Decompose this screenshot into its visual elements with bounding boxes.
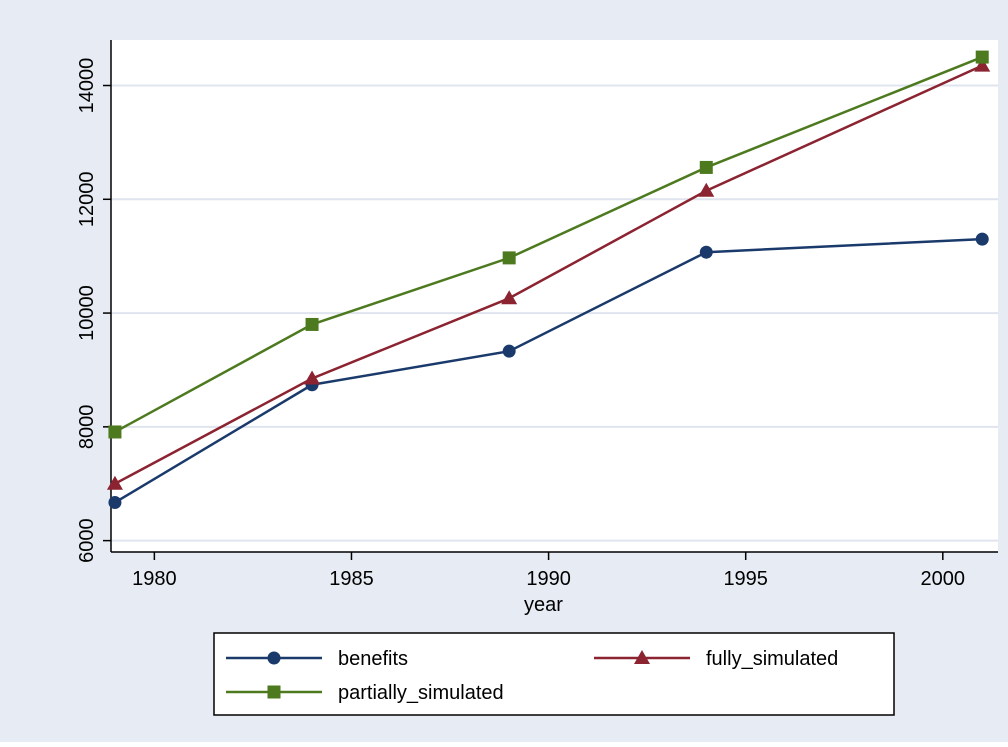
y-tick-label: 14000 [76, 58, 98, 114]
legend-label-partially-simulated: partially_simulated [338, 682, 504, 704]
data-point-benefits [699, 245, 713, 259]
legend-marker-partially-simulated [267, 685, 281, 699]
x-tick-label: 1995 [723, 568, 768, 590]
series-fully-simulated [106, 57, 991, 490]
y-tick-label: 12000 [76, 171, 98, 227]
data-point-partially-simulated [108, 425, 122, 439]
axes: 6000 8000 10000 12000 14000 1980 1985 1990 1995 2… [76, 40, 998, 590]
x-axis-title: year [524, 594, 563, 616]
legend: benefits fully_simulated partially_simulat… [213, 632, 895, 716]
data-point-partially-simulated [305, 317, 319, 331]
legend-marker-benefits [267, 651, 281, 665]
legend-label-benefits: benefits [338, 648, 408, 670]
legend-item-fully-simulated: fully_simulated [594, 648, 838, 670]
legend-item-partially-simulated: partially_simulated [226, 682, 504, 704]
data-point-fully-simulated [501, 290, 518, 305]
series-benefits [108, 232, 989, 510]
data-point-fully-simulated [304, 370, 321, 385]
data-point-fully-simulated [698, 182, 715, 197]
x-tick-label: 2000 [921, 568, 966, 590]
y-tick-label: 8000 [76, 405, 98, 450]
grid-lines [111, 84, 998, 542]
data-point-benefits [108, 496, 122, 510]
legend-marker-fully-simulated [634, 650, 650, 664]
data-point-benefits [975, 232, 989, 246]
legend-box [213, 632, 895, 716]
x-tick-label: 1980 [132, 568, 177, 590]
series-lines [106, 50, 991, 510]
data-point-fully-simulated [106, 475, 123, 490]
x-tick-label: 1985 [329, 568, 374, 590]
data-point-benefits [502, 344, 516, 358]
legend-item-benefits: benefits [226, 648, 408, 670]
legend-label-fully-simulated: fully_simulated [706, 648, 838, 670]
x-tick-label: 1990 [526, 568, 571, 590]
series-partially-simulated [108, 50, 989, 439]
data-point-partially-simulated [502, 251, 516, 265]
y-tick-label: 10000 [76, 285, 98, 341]
plot-area [111, 40, 998, 552]
data-point-fully-simulated [974, 57, 991, 72]
data-point-partially-simulated [699, 160, 713, 174]
y-tick-label: 6000 [76, 518, 98, 563]
data-point-partially-simulated [975, 50, 989, 64]
